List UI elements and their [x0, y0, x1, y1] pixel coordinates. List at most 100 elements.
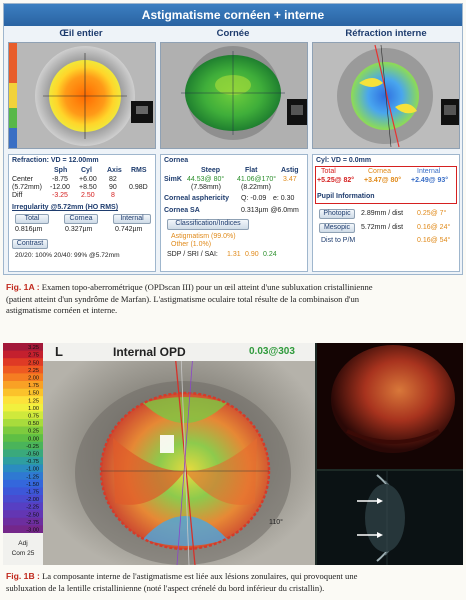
scale-swatch	[3, 343, 43, 351]
sdp-label: SDP / SRI / SAI:	[167, 251, 218, 258]
sdp-value-2: 0.90	[245, 251, 259, 258]
scale-label: 1.75	[28, 383, 39, 389]
dist-pm-extra: 0.16@ 54°	[417, 237, 451, 244]
scale-swatch	[3, 426, 43, 435]
internal-value-cornea: +3.47@ 80°	[364, 177, 402, 184]
map-title-bar	[43, 343, 315, 361]
cornea-sa-value: 0.313µm @6.0mm	[241, 207, 299, 214]
simk-label: SimK	[164, 176, 182, 183]
header-astig: Astig	[281, 167, 299, 174]
scale-label: 2.25	[28, 368, 39, 374]
figure-1a: Astigmatisme cornéen + interne Œil entie…	[3, 3, 463, 275]
color-scale-graphic: 3.25 2.752.50 2.25 2.001.75 1.501.25 1.00 0.75…	[3, 343, 43, 565]
whole-eye-map	[8, 42, 156, 149]
asphericity-e: e: 0.30	[273, 195, 295, 202]
column-title-cornea: Cornée	[216, 28, 250, 39]
asphericity-label: Corneal asphericity	[164, 195, 229, 202]
scheimpflug-image	[317, 471, 463, 565]
internal-value-internal: +2.49@ 93°	[411, 177, 449, 184]
scale-label: -3.00	[26, 528, 39, 534]
internal-header-total: Total	[321, 168, 336, 175]
classification-button[interactable]: Classification/Indices	[167, 219, 249, 230]
scale-swatch	[3, 479, 43, 488]
scale-label: -0.25	[26, 444, 39, 450]
row-572-axis: 90	[109, 184, 117, 191]
row-572-cyl: +8.50	[79, 184, 97, 191]
pupil-info-label: Pupil Information	[317, 193, 375, 200]
row-diff-cyl: 2.50	[81, 192, 95, 199]
scale-swatch	[3, 419, 43, 427]
caption-1b: Fig. 1B : La composante interne de l'ast…	[6, 571, 462, 594]
row-572-sph: -12.00	[50, 184, 70, 191]
scale-label: 1.50	[28, 391, 39, 397]
caption-1a: Fig. 1A : Examen topo-aberrométrique (OP…	[6, 282, 462, 317]
sdp-value-3: 0.24	[263, 251, 277, 258]
photopic-button[interactable]: Photopic	[319, 209, 355, 219]
scale-label: -0.50	[26, 452, 39, 458]
scale-label: 0.25	[28, 429, 39, 435]
scale-label: 3.25	[28, 345, 39, 351]
scale-label: -1.00	[26, 467, 39, 473]
scale-label: 1.25	[28, 398, 39, 404]
scale-swatch	[3, 373, 43, 382]
scale-swatch	[3, 434, 43, 443]
figure-1a-title: Astigmatisme cornéen + interne	[4, 4, 462, 26]
total-button[interactable]: Total	[15, 214, 49, 224]
header-rms: RMS	[131, 167, 147, 174]
contrast-button[interactable]: Contrast	[12, 239, 48, 249]
cornea-sa-label: Cornea SA	[164, 207, 200, 214]
class-other: Other (1.0%)	[171, 241, 212, 248]
scale-footer-label: Com 25	[12, 550, 35, 557]
scale-swatch	[3, 457, 43, 465]
caption-1a-line-2: (patient atteint d'un syndrôme de Marfan…	[6, 293, 360, 304]
scale-label: -1.25	[26, 474, 39, 480]
internal-opd-panel: L Internal OPD 0.03@303 110°	[43, 343, 315, 565]
scale-label: 0.00	[28, 436, 39, 442]
simk-flat: 41.06@170°	[237, 176, 277, 183]
row-center-label: Center	[12, 176, 34, 183]
irregularity-internal-value: 0.742µm	[115, 226, 143, 233]
row-572-label: (5.72mm)	[12, 184, 42, 191]
header-cyl: Cyl	[81, 167, 92, 174]
scale-swatch	[3, 396, 43, 405]
scale-swatch	[3, 495, 43, 503]
row-572-rms: 0.98D	[129, 184, 148, 191]
scale-label: -1.50	[26, 482, 39, 488]
simk-flat-mm: (8.22mm)	[241, 184, 271, 191]
photopic-extra: 0.25@ 7°	[417, 210, 447, 217]
cornea-button[interactable]: Cornea	[64, 214, 98, 224]
cornea-data-box: Cornea Steep Flat Astig SimK 44.53@ 80° …	[160, 154, 308, 272]
color-scale: 3.25 2.75 2.50 2.25 2.00 1.75 1.50 1.25 1.00 0.75…	[3, 343, 43, 565]
scale-swatch	[3, 472, 43, 481]
mesopic-button[interactable]: Mesopic	[319, 223, 355, 233]
photopic-value: 2.89mm / dist	[361, 210, 404, 217]
internal-header-cornea: Cornea	[368, 168, 391, 175]
scale-swatch	[3, 510, 43, 519]
internal-header-internal: Internal	[417, 168, 441, 175]
scale-swatch	[3, 381, 43, 389]
scale-swatch	[3, 411, 43, 420]
irregularity-label: Irregularity @5.72mm (HO RMS)	[12, 204, 119, 211]
header-axis: Axis	[107, 167, 122, 174]
scale-swatch	[3, 441, 43, 450]
internal-button[interactable]: Internal	[113, 214, 151, 224]
cornea-map	[160, 42, 308, 149]
scale-swatch	[3, 502, 43, 511]
scale-swatch	[3, 449, 43, 458]
map-value: 0.03@303	[249, 346, 295, 357]
column-title-internal-refraction: Réfraction interne	[345, 28, 427, 39]
whole-eye-data-box: Refraction: VD = 12.00mm Sph Cyl Axis RM…	[8, 154, 156, 272]
contrast-values: 20/20: 100% 20/40: 99% @5.72mm	[15, 252, 120, 259]
cyl-label: Cyl: VD = 0.0mm	[316, 157, 372, 164]
row-diff-label: Diff	[12, 192, 23, 199]
scale-label: -2.75	[26, 520, 39, 526]
scale-label: 2.00	[28, 376, 39, 382]
scale-label: -2.25	[26, 505, 39, 511]
retroillumination-image	[317, 343, 463, 469]
figure-1b: 3.25 2.75 2.50 2.25 2.00 1.75 1.50 1.25 1.00 0.75…	[3, 343, 463, 565]
scale-label: 1.00	[28, 406, 39, 412]
simk-astig: 3.47	[283, 176, 297, 183]
scale-label: -2.00	[26, 497, 39, 503]
scale-label: 0.75	[28, 414, 39, 420]
scale-swatch	[3, 464, 43, 473]
